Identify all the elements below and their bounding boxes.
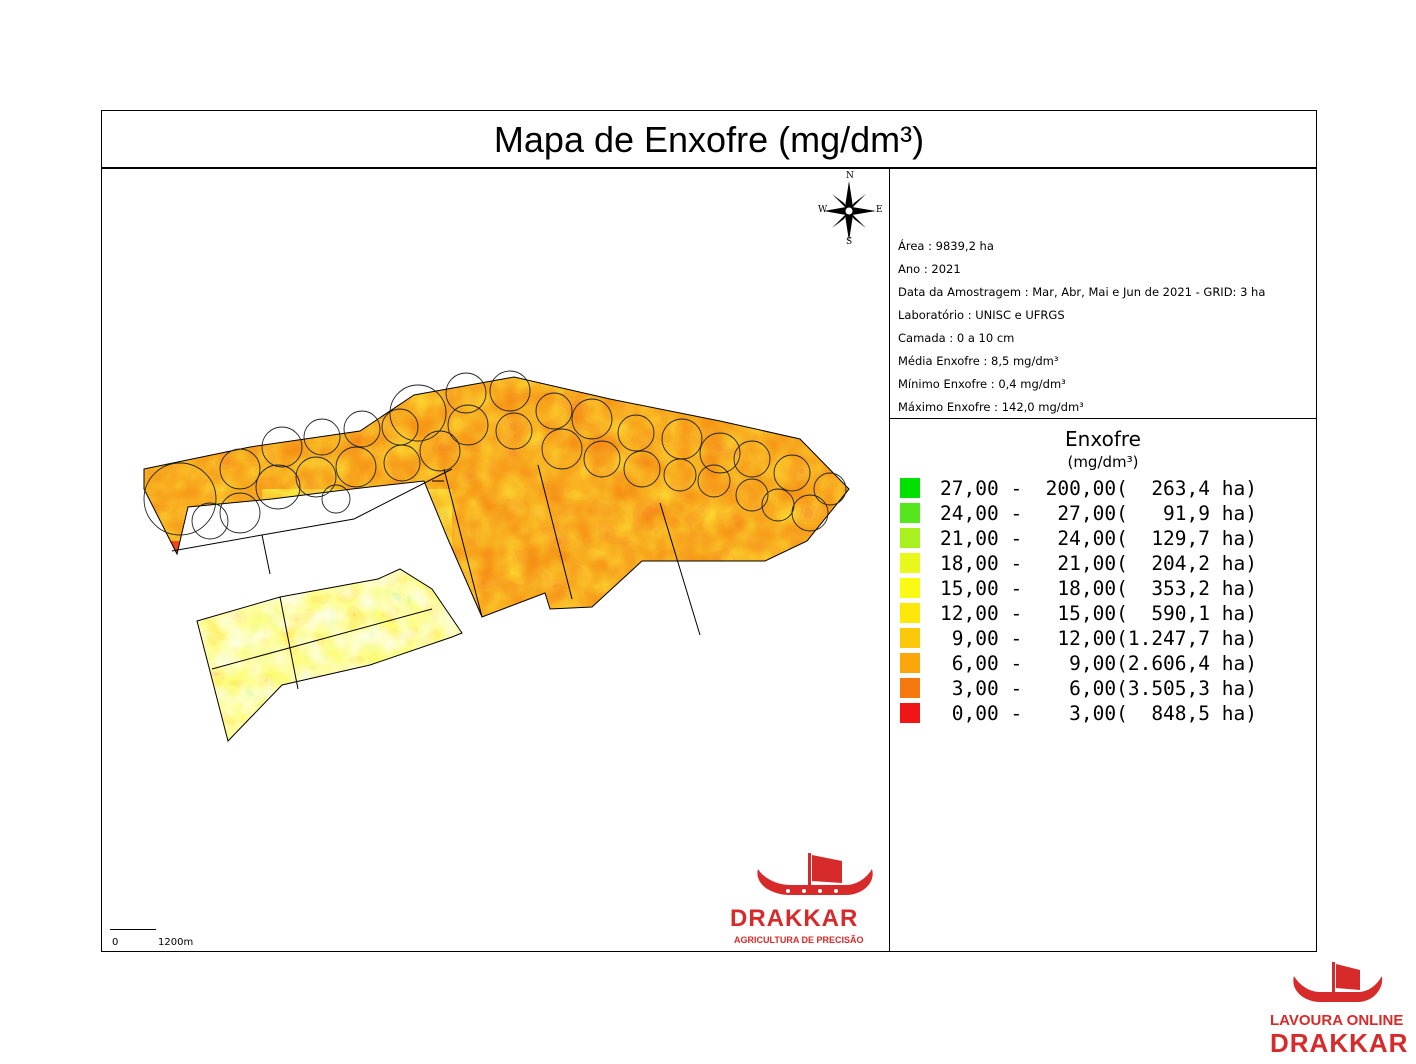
legend-label: 27,00 - 200,00( 263,4 ha) — [940, 477, 1257, 500]
legend-class — [900, 652, 920, 674]
drakkar-logo: DRAKKAR AGRICULTURA DE PRECISÃO — [730, 849, 886, 949]
info-layer: Camada : 0 a 10 cm — [898, 331, 1015, 345]
scale-bar: 0 1200m — [110, 925, 193, 951]
legend-swatch — [900, 528, 920, 548]
legend-swatch — [900, 628, 920, 648]
legend-class — [900, 552, 920, 574]
legend-class — [900, 577, 920, 599]
legend-label: 18,00 - 21,00( 204,2 ha) — [940, 552, 1257, 575]
field-map — [143, 370, 850, 742]
legend-swatch — [900, 503, 920, 523]
sampling-grid — [143, 370, 847, 540]
compass-rose-icon — [824, 181, 876, 241]
map-title: Mapa de Enxofre (mg/dm³) — [493, 119, 925, 160]
info-laboratory: Laboratório : UNISC e UFRGS — [898, 308, 1065, 322]
legend-class — [900, 502, 920, 524]
info-sampling-date: Data da Amostragem : Mar, Abr, Mai e Jun… — [898, 285, 1266, 299]
corner-logo-line2: DRAKKAR — [1270, 1028, 1409, 1058]
compass-west: W — [818, 205, 828, 215]
legend-class — [900, 627, 920, 649]
corner-logo-line1: LAVOURA ONLINE — [1270, 1012, 1404, 1029]
lavoura-online-logo: LAVOURA ONLINE DRAKKAR — [1266, 960, 1412, 1060]
scale-start: 0 — [112, 937, 119, 948]
compass-east: E — [876, 205, 883, 215]
map-logo-name: DRAKKAR — [730, 905, 859, 932]
scale-end: 1200m — [158, 937, 194, 948]
legend-label: 6,00 - 9,00(2.606,4 ha) — [940, 652, 1257, 675]
map-panel: N S W E 0 1200m DRAKKAR AGRICULTURA DE P… — [101, 168, 890, 952]
legend-swatch — [900, 678, 920, 698]
legend-unit: (mg/dm³) — [1067, 453, 1139, 471]
field-boundaries — [171, 464, 701, 636]
legend-swatch — [900, 653, 920, 673]
legend-panel: Enxofre (mg/dm³) 27,00 - 200,00( 263,4 h… — [889, 418, 1317, 952]
legend-swatch — [900, 578, 920, 598]
legend-label: 9,00 - 12,00(1.247,7 ha) — [940, 627, 1257, 650]
legend-class — [900, 602, 920, 624]
legend-swatch — [900, 553, 920, 573]
legend-class — [900, 702, 920, 724]
legend-swatch — [900, 703, 920, 723]
info-max: Máximo Enxofre : 142,0 mg/dm³ — [898, 400, 1084, 414]
north-arrow: N S W E — [814, 171, 884, 249]
viking-ship-icon — [1293, 962, 1383, 1002]
scale-line — [110, 929, 156, 930]
legend-class — [900, 677, 920, 699]
compass-north: N — [846, 171, 854, 181]
legend-label: 24,00 - 27,00( 91,9 ha) — [940, 502, 1257, 525]
legend-swatch — [900, 478, 920, 498]
legend-label: 21,00 - 24,00( 129,7 ha) — [940, 527, 1257, 550]
legend-title: Enxofre — [1065, 427, 1141, 451]
info-mean: Média Enxofre : 8,5 mg/dm³ — [898, 354, 1059, 368]
legend-label: 12,00 - 15,00( 590,1 ha) — [940, 602, 1257, 625]
legend-class — [900, 477, 920, 499]
legend-label: 0,00 - 3,00( 848,5 ha) — [940, 702, 1257, 725]
legend-swatch — [900, 603, 920, 623]
compass-south: S — [846, 237, 853, 247]
legend-label: 15,00 - 18,00( 353,2 ha) — [940, 577, 1257, 600]
lower-field-divisions — [211, 596, 433, 690]
legend-label: 3,00 - 6,00(3.505,3 ha) — [940, 677, 1257, 700]
legend-class — [900, 527, 920, 549]
info-panel: Área : 9839,2 ha Ano : 2021 Data da Amos… — [889, 168, 1317, 419]
viking-ship-icon — [757, 853, 873, 895]
info-year: Ano : 2021 — [898, 262, 961, 276]
info-min: Mínimo Enxofre : 0,4 mg/dm³ — [898, 377, 1066, 391]
info-area: Área : 9839,2 ha — [898, 239, 994, 253]
title-panel: Mapa de Enxofre (mg/dm³) — [101, 110, 1317, 168]
map-logo-tagline: AGRICULTURA DE PRECISÃO — [734, 935, 864, 945]
